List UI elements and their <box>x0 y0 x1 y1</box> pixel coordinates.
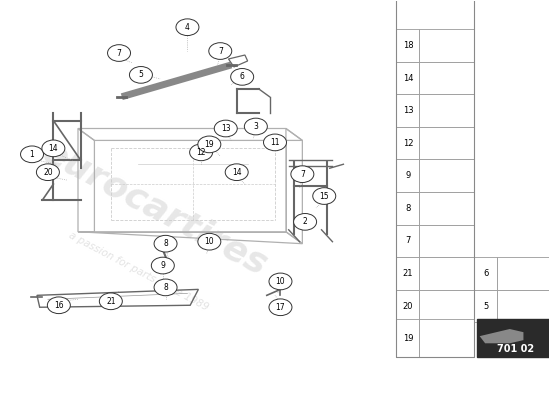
Text: 14: 14 <box>403 74 413 82</box>
Text: 7: 7 <box>405 236 411 246</box>
Bar <box>474 290 497 322</box>
Polygon shape <box>480 329 524 343</box>
Bar <box>420 192 474 225</box>
Text: 8: 8 <box>405 204 411 213</box>
Bar <box>397 62 420 94</box>
Text: 12: 12 <box>403 139 413 148</box>
Text: 11: 11 <box>270 138 280 147</box>
Text: 17: 17 <box>276 303 285 312</box>
Circle shape <box>263 134 287 151</box>
Circle shape <box>291 166 314 182</box>
Bar <box>420 127 474 160</box>
Bar <box>497 290 550 322</box>
Bar <box>397 160 420 192</box>
Bar <box>477 319 550 357</box>
Text: 14: 14 <box>48 144 58 153</box>
Bar <box>474 257 497 290</box>
Bar <box>420 29 474 62</box>
Circle shape <box>154 235 177 252</box>
Text: 5: 5 <box>139 70 144 79</box>
Text: 15: 15 <box>320 192 329 200</box>
Bar <box>397 290 420 322</box>
Text: 7: 7 <box>117 48 122 58</box>
Circle shape <box>244 118 267 135</box>
Text: 8: 8 <box>163 239 168 248</box>
Circle shape <box>100 293 122 310</box>
Text: 16: 16 <box>54 301 64 310</box>
Circle shape <box>198 136 221 153</box>
Text: 7: 7 <box>300 170 305 179</box>
Text: 6: 6 <box>240 72 245 81</box>
Text: 20: 20 <box>43 168 53 177</box>
Bar <box>397 257 420 290</box>
Text: 8: 8 <box>163 283 168 292</box>
Circle shape <box>129 66 152 83</box>
Bar <box>420 290 474 322</box>
Text: 4: 4 <box>185 23 190 32</box>
Circle shape <box>269 299 292 316</box>
Text: 5: 5 <box>483 302 488 310</box>
Circle shape <box>42 140 65 157</box>
Text: 13: 13 <box>221 124 230 133</box>
Circle shape <box>47 297 70 314</box>
Text: 18: 18 <box>403 41 413 50</box>
Bar <box>397 0 474 357</box>
Bar <box>397 225 420 257</box>
Circle shape <box>198 233 221 250</box>
Circle shape <box>176 19 199 36</box>
Circle shape <box>151 257 174 274</box>
Text: a passion for parts since 1989: a passion for parts since 1989 <box>67 230 210 313</box>
Bar <box>397 127 420 160</box>
Circle shape <box>190 144 213 161</box>
Text: 12: 12 <box>196 148 206 157</box>
Text: 13: 13 <box>403 106 413 115</box>
Text: 701 02: 701 02 <box>497 344 535 354</box>
Text: 1: 1 <box>30 150 35 159</box>
Text: 9: 9 <box>161 261 165 270</box>
Circle shape <box>209 43 232 59</box>
Text: 2: 2 <box>302 217 307 226</box>
Circle shape <box>269 273 292 290</box>
Bar <box>420 319 474 357</box>
Bar <box>420 160 474 192</box>
Circle shape <box>294 214 317 230</box>
Text: 7: 7 <box>218 46 223 56</box>
Bar <box>397 319 420 357</box>
Circle shape <box>154 279 177 296</box>
Text: eurocartires: eurocartires <box>36 134 273 282</box>
Circle shape <box>20 146 43 163</box>
Bar <box>420 225 474 257</box>
Text: 10: 10 <box>205 237 214 246</box>
Circle shape <box>36 164 59 180</box>
Bar <box>397 29 420 62</box>
Circle shape <box>230 68 254 85</box>
Bar <box>397 94 420 127</box>
Bar <box>420 62 474 94</box>
Text: 9: 9 <box>405 171 411 180</box>
Text: 21: 21 <box>106 297 116 306</box>
Text: 3: 3 <box>254 122 258 131</box>
Bar <box>420 257 474 290</box>
Text: 19: 19 <box>403 334 413 342</box>
Circle shape <box>225 164 248 180</box>
Bar <box>497 257 550 290</box>
Text: 19: 19 <box>205 140 214 149</box>
Circle shape <box>108 45 130 61</box>
Bar <box>420 94 474 127</box>
Text: 14: 14 <box>232 168 241 177</box>
Bar <box>397 192 420 225</box>
Text: 20: 20 <box>403 302 413 310</box>
Circle shape <box>313 188 336 204</box>
Text: 21: 21 <box>403 269 413 278</box>
Text: 6: 6 <box>483 269 488 278</box>
Circle shape <box>214 120 237 137</box>
Text: 10: 10 <box>276 277 285 286</box>
